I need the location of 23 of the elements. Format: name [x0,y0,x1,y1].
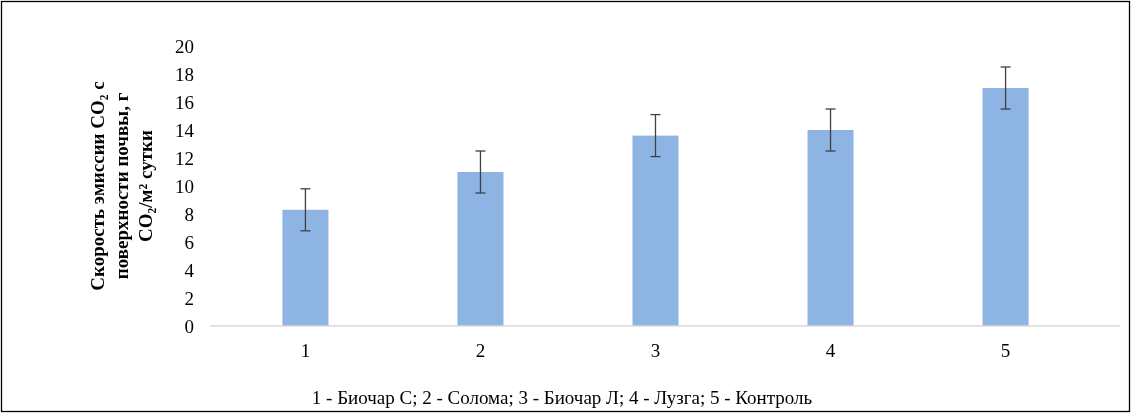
y-tick-label: 8 [184,203,194,225]
x-tick-label: 1 [300,340,311,361]
y-tick-label: 14 [175,119,195,141]
bar [632,135,679,326]
y-tick-label: 0 [184,315,194,337]
bar [457,172,504,326]
bar [282,209,329,326]
y-tick-label: 18 [175,63,194,85]
y-tick-label: 6 [184,231,194,253]
bar [982,88,1029,326]
x-tick-label: 2 [475,340,486,361]
y-tick-label: 4 [184,259,195,281]
bar [807,130,854,326]
text: 1 - Биочар С; 2 - Солома; 3 - Биочар Л; 4 - Лузга; 5 - Контроль [311,387,813,408]
x-tick-label: 4 [825,340,836,361]
y-tick-label: 10 [175,175,194,197]
y-tick-label: 20 [175,35,194,57]
x-tick-label: 3 [650,340,661,361]
y-tick-label: 16 [175,91,194,113]
y-tick-label: 2 [184,287,194,309]
y-tick-label: 12 [175,147,194,169]
x-tick-label: 5 [1000,340,1011,361]
y-axis-title: Скорость эмиссии CO₂ с поверхности почвы, г CO₂/м² сутки [87,81,156,291]
